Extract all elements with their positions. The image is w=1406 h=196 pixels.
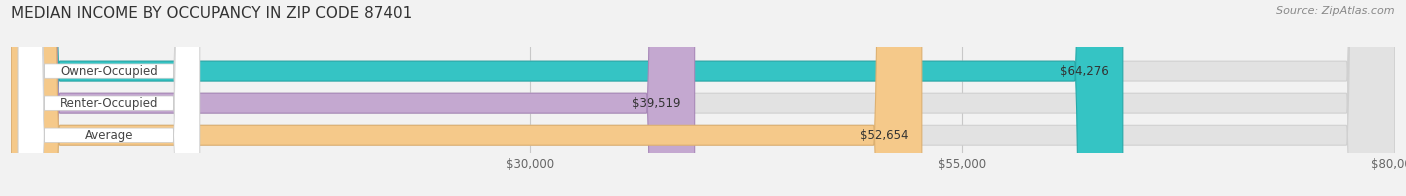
FancyBboxPatch shape (11, 0, 1123, 196)
Text: $64,276: $64,276 (1060, 65, 1109, 78)
Text: Renter-Occupied: Renter-Occupied (59, 97, 159, 110)
FancyBboxPatch shape (11, 0, 1395, 196)
Text: MEDIAN INCOME BY OCCUPANCY IN ZIP CODE 87401: MEDIAN INCOME BY OCCUPANCY IN ZIP CODE 8… (11, 6, 412, 21)
FancyBboxPatch shape (11, 0, 922, 196)
FancyBboxPatch shape (11, 0, 1395, 196)
Text: Average: Average (84, 129, 134, 142)
FancyBboxPatch shape (18, 0, 200, 196)
Text: $39,519: $39,519 (633, 97, 681, 110)
FancyBboxPatch shape (18, 0, 200, 196)
Text: Owner-Occupied: Owner-Occupied (60, 65, 157, 78)
Text: $52,654: $52,654 (859, 129, 908, 142)
FancyBboxPatch shape (11, 0, 1395, 196)
FancyBboxPatch shape (18, 0, 200, 196)
Text: Source: ZipAtlas.com: Source: ZipAtlas.com (1277, 6, 1395, 16)
FancyBboxPatch shape (11, 0, 695, 196)
